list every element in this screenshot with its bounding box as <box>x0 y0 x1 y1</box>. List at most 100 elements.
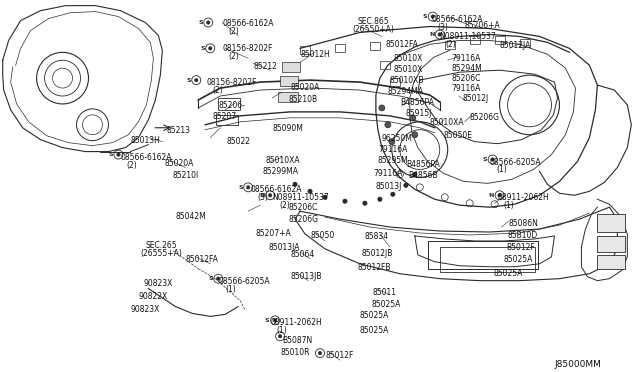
Circle shape <box>438 33 442 36</box>
Bar <box>370 42 380 50</box>
Text: N: N <box>429 32 435 37</box>
Bar <box>282 62 300 72</box>
Circle shape <box>412 132 418 138</box>
Circle shape <box>116 153 120 156</box>
Text: 85010XB: 85010XB <box>390 76 424 85</box>
Text: 85012FB: 85012FB <box>358 263 392 272</box>
Text: 85064: 85064 <box>290 250 314 259</box>
Text: S: S <box>483 157 487 162</box>
Circle shape <box>385 122 391 128</box>
Circle shape <box>379 105 385 111</box>
Text: 85206C: 85206C <box>288 203 317 212</box>
Text: N08911-10537: N08911-10537 <box>440 32 497 41</box>
Text: 85025A: 85025A <box>372 299 401 308</box>
Text: 08566-6162A: 08566-6162A <box>222 19 274 28</box>
Text: 85012H: 85012H <box>300 50 330 59</box>
Text: 96250M: 96250M <box>382 134 413 143</box>
Circle shape <box>308 189 312 194</box>
Text: 79116A: 79116A <box>378 145 407 154</box>
Text: 85013JA: 85013JA <box>268 243 300 252</box>
Bar <box>335 44 345 52</box>
Text: 85020A: 85020A <box>290 83 319 92</box>
Text: 90823X: 90823X <box>131 305 160 314</box>
Circle shape <box>342 199 348 204</box>
Text: S: S <box>422 14 428 19</box>
Text: B4856PA: B4856PA <box>400 98 434 107</box>
Text: 85012JA: 85012JA <box>500 41 531 50</box>
Text: J85000MM: J85000MM <box>554 360 602 369</box>
Text: (1): (1) <box>276 326 287 335</box>
Text: S: S <box>198 20 203 25</box>
Text: 85213: 85213 <box>166 126 190 135</box>
Bar <box>445 41 454 49</box>
Circle shape <box>362 201 367 206</box>
Text: 85212: 85212 <box>253 62 277 71</box>
Text: N: N <box>259 193 264 198</box>
Text: 85294MA: 85294MA <box>388 87 424 96</box>
Circle shape <box>378 197 382 202</box>
Text: S: S <box>186 78 191 83</box>
Text: S: S <box>238 185 243 190</box>
Text: 79116A: 79116A <box>452 84 481 93</box>
Text: (26555+A): (26555+A) <box>140 249 182 258</box>
Text: 85834: 85834 <box>365 232 389 241</box>
Text: 08566-6162A: 08566-6162A <box>432 15 483 23</box>
Text: 08911-2062H: 08911-2062H <box>498 193 549 202</box>
Text: (3): (3) <box>438 23 449 32</box>
Text: B4856B: B4856B <box>408 171 437 180</box>
Circle shape <box>209 46 212 50</box>
Text: 85022: 85022 <box>226 137 250 146</box>
Text: 85025A: 85025A <box>360 326 389 335</box>
Bar <box>218 98 240 110</box>
Bar <box>280 76 298 86</box>
Text: 85042M: 85042M <box>175 212 206 221</box>
Circle shape <box>216 277 220 280</box>
Text: (1): (1) <box>504 201 515 210</box>
Text: 85206C: 85206C <box>452 74 481 83</box>
Text: 85010R: 85010R <box>280 348 310 357</box>
Text: SEC.865: SEC.865 <box>358 17 390 26</box>
Text: 90822X: 90822X <box>138 292 168 301</box>
Bar <box>470 36 479 44</box>
Text: 08156-8202F: 08156-8202F <box>206 78 257 87</box>
Text: (2): (2) <box>445 41 456 49</box>
Circle shape <box>278 334 282 338</box>
Bar <box>495 36 504 44</box>
Text: 85295M: 85295M <box>378 155 408 164</box>
Text: B4856PA: B4856PA <box>406 160 440 169</box>
Circle shape <box>292 182 298 187</box>
Circle shape <box>412 172 417 177</box>
Circle shape <box>410 115 416 121</box>
Text: 85210B: 85210B <box>288 95 317 104</box>
Text: N08911-10537: N08911-10537 <box>272 193 329 202</box>
Text: 85210I: 85210I <box>172 171 198 180</box>
Text: 08566-6162A: 08566-6162A <box>120 153 172 161</box>
Text: (2): (2) <box>127 161 137 170</box>
Circle shape <box>207 21 210 24</box>
Text: N: N <box>489 193 494 198</box>
Bar <box>597 236 625 252</box>
Circle shape <box>323 195 328 200</box>
Text: (2): (2) <box>279 201 290 210</box>
Text: 85025A: 85025A <box>360 311 389 320</box>
Text: 85915J: 85915J <box>406 109 432 118</box>
Text: 85294M: 85294M <box>452 64 483 73</box>
Bar <box>390 78 400 86</box>
Text: 08566-6205A: 08566-6205A <box>218 277 270 286</box>
Circle shape <box>318 351 322 355</box>
Text: 90823X: 90823X <box>143 279 173 288</box>
Text: 85207: 85207 <box>212 112 236 121</box>
Text: 85206-: 85206- <box>218 101 245 110</box>
Text: 85012FA: 85012FA <box>386 41 419 49</box>
Text: 85020A: 85020A <box>164 158 194 167</box>
Circle shape <box>491 158 495 161</box>
Text: 85050: 85050 <box>310 231 334 240</box>
Text: (26550+A): (26550+A) <box>352 25 394 33</box>
Text: (2): (2) <box>228 52 239 61</box>
Bar <box>428 241 538 269</box>
Text: 85025A: 85025A <box>504 255 533 264</box>
Circle shape <box>389 139 395 145</box>
Text: 85206+A: 85206+A <box>465 20 500 29</box>
Circle shape <box>195 78 198 82</box>
Text: S: S <box>200 46 205 51</box>
